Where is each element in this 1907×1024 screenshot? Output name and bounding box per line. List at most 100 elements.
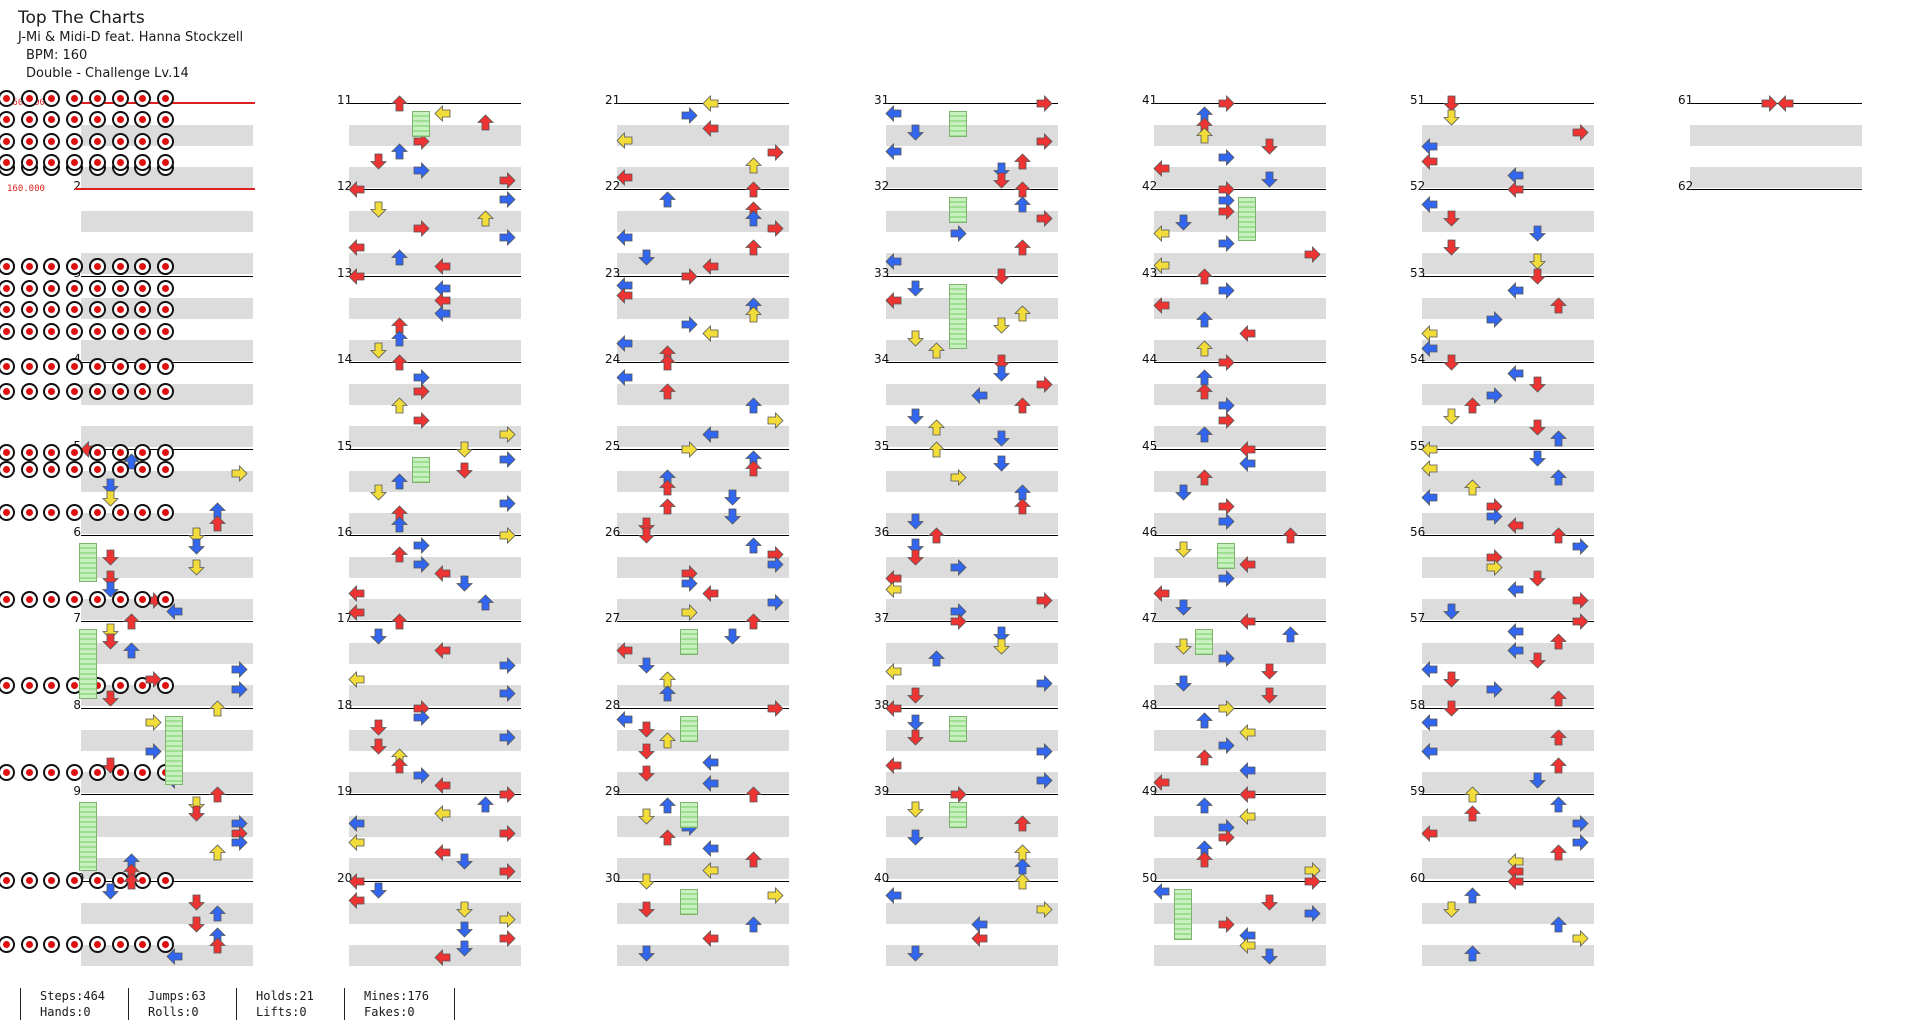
right-arrow-icon (1217, 281, 1236, 300)
measure-number: 29 (605, 784, 621, 799)
mine-icon (134, 132, 152, 150)
down-arrow-icon (723, 507, 742, 526)
right-arrow-icon (1035, 900, 1054, 919)
up-arrow-icon (927, 341, 946, 360)
down-arrow-icon (1442, 407, 1461, 426)
mine-icon (88, 89, 106, 107)
right-arrow-icon (680, 603, 699, 622)
right-arrow-icon (1035, 94, 1054, 113)
left-arrow-icon (884, 252, 903, 271)
left-arrow-icon (1152, 256, 1171, 275)
left-arrow-icon (1420, 713, 1439, 732)
beat-band (886, 339, 1058, 361)
mine-icon (20, 504, 38, 522)
beat-band (349, 816, 521, 838)
right-arrow-icon (1217, 569, 1236, 588)
down-arrow-icon (1260, 947, 1279, 966)
down-arrow-icon (1528, 771, 1547, 790)
beat-band (617, 167, 789, 188)
up-arrow-icon (476, 209, 495, 228)
measure-line (886, 189, 1058, 191)
mine-icon (111, 132, 129, 150)
beat-band (349, 599, 521, 620)
mine-icon (20, 461, 38, 479)
down-arrow-icon (369, 737, 388, 756)
measure-number: 17 (337, 611, 353, 626)
up-arrow-icon (927, 440, 946, 459)
left-arrow-icon (1238, 761, 1257, 780)
beat-band (349, 902, 521, 924)
measure-number: 50 (1142, 870, 1158, 885)
right-arrow-icon (1035, 375, 1054, 394)
mine-icon (66, 936, 84, 954)
up-arrow-icon (927, 526, 946, 545)
measure-line (1154, 707, 1326, 709)
down-arrow-icon (1174, 598, 1193, 617)
right-arrow-icon (766, 555, 785, 574)
mine-icon (156, 871, 174, 889)
down-arrow-icon (187, 558, 206, 577)
measure-line (349, 707, 521, 709)
left-arrow-icon (347, 584, 366, 603)
measure-number: 51 (1410, 93, 1426, 107)
mine-row (0, 936, 174, 954)
measure: 29 (605, 784, 789, 880)
mine-icon (0, 258, 15, 276)
measure-line (617, 880, 789, 882)
down-arrow-icon (101, 489, 120, 508)
beat-band (1154, 685, 1326, 707)
mine-icon (0, 154, 15, 172)
measure-line (1422, 275, 1594, 277)
stats-divider (454, 988, 455, 1020)
measure: 15 (337, 439, 521, 535)
measure: 21 (605, 93, 789, 189)
mine-icon (111, 871, 129, 889)
up-arrow-icon (1281, 526, 1300, 545)
right-arrow-icon (1217, 915, 1236, 934)
left-arrow-icon (1420, 152, 1439, 171)
measure-number: 9 (73, 784, 81, 799)
right-arrow-icon (1760, 94, 1779, 113)
hold-note (948, 802, 967, 829)
beat-band (1422, 125, 1594, 146)
mine-icon (111, 111, 129, 129)
left-arrow-icon (1420, 459, 1439, 478)
left-arrow-icon (701, 584, 720, 603)
measure: 11 (337, 93, 521, 189)
beat-band (1154, 729, 1326, 751)
measure-line (617, 448, 789, 450)
up-arrow-icon (476, 113, 495, 132)
measure: 49 (1142, 784, 1326, 880)
mine-icon (134, 383, 152, 401)
right-arrow-icon (949, 785, 968, 804)
measure-number: 57 (1410, 611, 1426, 626)
mine-icon (111, 504, 129, 522)
down-arrow-icon (723, 488, 742, 507)
beat-band (1422, 211, 1594, 233)
up-arrow-icon (390, 248, 409, 267)
left-arrow-icon (1238, 612, 1257, 631)
beat-band (1154, 125, 1326, 146)
down-arrow-icon (992, 454, 1011, 473)
left-arrow-icon (1152, 773, 1171, 792)
mine-icon (88, 383, 106, 401)
measure-line (886, 362, 1058, 364)
left-arrow-icon (433, 948, 452, 967)
measure-number: 19 (337, 784, 353, 799)
measure-line (81, 275, 253, 277)
beat-band (1422, 643, 1594, 665)
mine-row (0, 357, 174, 376)
down-arrow-icon (455, 939, 474, 958)
beat-band (886, 512, 1058, 534)
beat-band (1422, 557, 1594, 578)
beat-band (617, 297, 789, 319)
beat-band (1154, 858, 1326, 880)
beat-band (1422, 426, 1594, 448)
mine-icon (111, 936, 129, 954)
beat-band (886, 167, 1058, 188)
mine-icon (88, 763, 106, 781)
stat-steps: Steps:464 (40, 989, 106, 1003)
measure-number: 52 (1410, 179, 1426, 194)
beat-band (886, 816, 1058, 838)
left-arrow-icon (615, 368, 634, 387)
